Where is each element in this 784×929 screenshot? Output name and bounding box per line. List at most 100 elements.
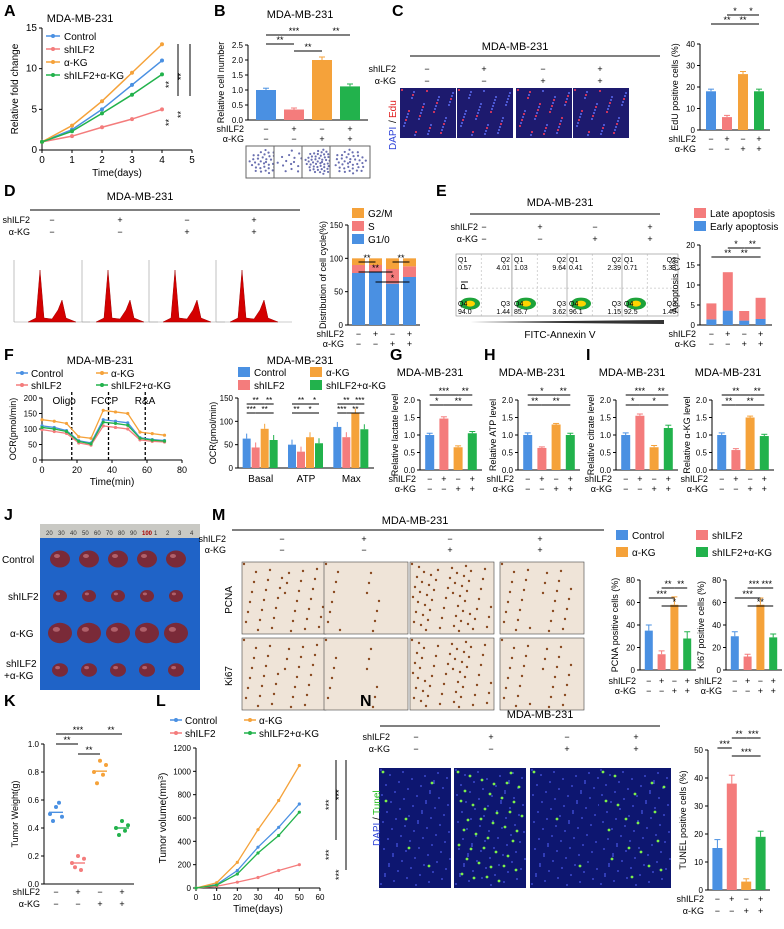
nucleus: [515, 851, 517, 853]
nucleus: [477, 771, 479, 773]
condition-label-shilf2: shILF2: [486, 474, 514, 484]
stained-nucleus: [326, 620, 330, 624]
ruler-mark: 70: [106, 531, 113, 537]
condition-sign: −: [291, 134, 296, 144]
nucleus: [500, 123, 502, 125]
stained-nucleus: [555, 589, 559, 593]
bar: [754, 91, 764, 130]
tunel-cell: [636, 821, 640, 825]
injection-label: Oligo: [53, 396, 77, 407]
nucleus: [406, 877, 408, 879]
bar: [360, 429, 369, 468]
nucleus: [507, 871, 509, 873]
data-point: [256, 828, 260, 832]
y-tick-label: 0.0: [600, 466, 612, 475]
condition-sign: −: [742, 329, 747, 339]
stained-nucleus: [428, 684, 432, 688]
x-tick-label: 30: [254, 893, 263, 902]
nucleus: [443, 123, 445, 125]
stained-nucleus: [250, 666, 254, 670]
significance-mark: **: [735, 729, 743, 739]
stained-nucleus: [313, 577, 317, 581]
quadrant-name: Q1: [458, 257, 467, 264]
condition-sign: −: [646, 686, 651, 696]
tumor: [164, 622, 188, 644]
nucleus: [388, 865, 390, 867]
nucleus: [478, 798, 480, 800]
nucleus: [532, 794, 534, 796]
nucleus: [565, 857, 567, 859]
histogram: [13, 260, 90, 323]
data-point: [194, 886, 198, 890]
y-tick-label: 40: [712, 621, 721, 630]
ruler-mark: 100: [142, 531, 153, 537]
bar: [635, 415, 645, 470]
colony: [346, 162, 350, 165]
legend-swatch: [694, 221, 706, 231]
bar: [717, 435, 727, 470]
nucleus: [537, 811, 539, 813]
nucleus: [613, 132, 615, 134]
colony: [308, 169, 312, 172]
tumor-highlight: [55, 592, 61, 596]
nucleus: [491, 108, 493, 110]
colony: [325, 150, 328, 153]
stained-nucleus: [456, 680, 460, 684]
condition-label-akg: α-KG: [9, 227, 30, 237]
tunel-cell: [503, 825, 507, 829]
stained-nucleus: [276, 596, 280, 600]
stained-nucleus: [547, 705, 551, 709]
nucleus: [646, 827, 648, 829]
stained-nucleus: [256, 628, 260, 632]
significance-mark: *: [652, 396, 656, 406]
nucleus: [518, 814, 520, 816]
condition-sign: −: [540, 64, 545, 74]
stacked-bar-segment: [739, 311, 750, 321]
nucleus: [389, 774, 391, 776]
nucleus: [403, 798, 405, 800]
nucleus: [441, 878, 443, 880]
stained-nucleus: [453, 657, 457, 661]
bar: [565, 435, 575, 470]
data-point: [40, 139, 44, 144]
ruler-mark: 20: [46, 531, 53, 537]
nucleus: [596, 103, 598, 105]
nucleus: [462, 119, 464, 121]
condition-sign: −: [75, 899, 80, 909]
colony: [316, 165, 319, 169]
panel-letter: M: [212, 507, 225, 524]
y-tick-label: 20: [686, 83, 695, 92]
nucleus: [611, 828, 613, 830]
legend-swatch: [694, 208, 706, 218]
y-tick-label: 0.0: [696, 466, 708, 475]
significance-mark: **: [553, 396, 561, 406]
stained-nucleus: [301, 569, 305, 573]
colony: [327, 165, 330, 168]
y-tick-label: 0: [691, 321, 696, 330]
nucleus: [636, 795, 638, 797]
tumor: [111, 590, 125, 602]
nucleus: [417, 822, 419, 824]
colony: [297, 164, 300, 168]
tunel-cell: [482, 846, 486, 850]
nucleus: [435, 834, 437, 836]
colony: [259, 167, 262, 170]
data-point: [130, 82, 134, 87]
colony: [348, 160, 352, 164]
stained-nucleus: [365, 591, 369, 595]
stained-nucleus: [287, 647, 291, 651]
y-tick-label: 30: [686, 62, 695, 71]
colony: [267, 171, 271, 175]
colony: [322, 172, 325, 175]
significance-mark: **: [63, 735, 71, 745]
quadrant-value: 1.15: [607, 309, 621, 316]
ihc-image: [241, 637, 327, 711]
stained-nucleus: [436, 644, 440, 648]
y-tick-label: 2.0: [502, 396, 514, 405]
y-tick-label: 0: [699, 886, 704, 895]
data-point: [160, 107, 164, 112]
stained-nucleus: [459, 619, 463, 623]
stained-nucleus: [561, 703, 565, 707]
stained-nucleus: [549, 619, 553, 623]
nucleus: [385, 784, 387, 786]
